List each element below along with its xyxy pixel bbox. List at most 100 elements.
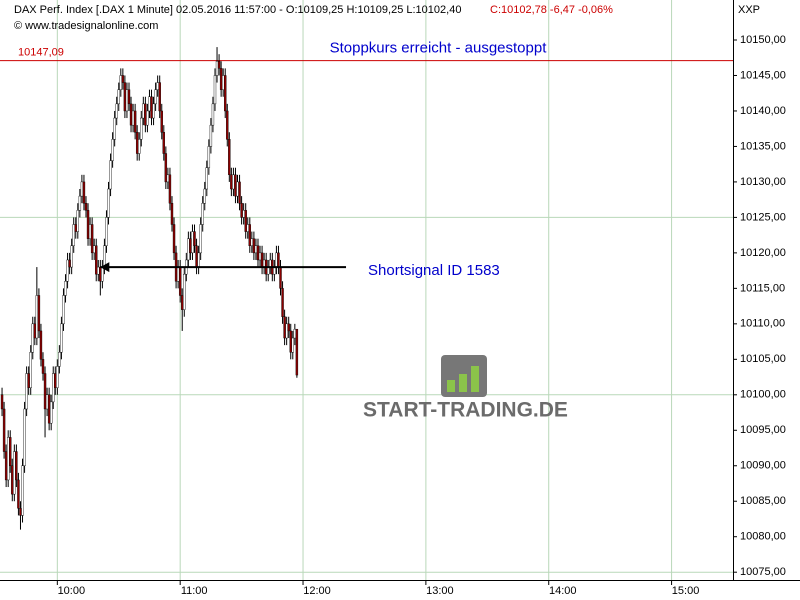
candle-body	[240, 203, 243, 218]
candle-body	[252, 238, 256, 254]
candle-body	[187, 238, 190, 261]
x-tick-label: 12:00	[303, 585, 331, 597]
candle-body	[111, 139, 114, 161]
candle-body	[138, 139, 141, 154]
candle-body	[215, 61, 219, 76]
y-tick-label: 10095,00	[740, 424, 786, 436]
candle-body	[205, 167, 208, 190]
y-tick-label: 10085,00	[740, 495, 786, 507]
y-tick-label: 10150,00	[740, 34, 786, 46]
candle-body	[181, 295, 184, 310]
annotation: Stoppkurs erreicht - ausgestoppt	[330, 40, 548, 57]
candle-body	[178, 266, 182, 296]
candle-body	[285, 323, 288, 339]
candle-body	[189, 238, 192, 254]
candle-body	[82, 181, 86, 204]
candle-body	[135, 132, 139, 154]
candle-body	[41, 359, 45, 374]
candle-body	[250, 238, 254, 246]
candle-body	[113, 117, 116, 140]
chart-quote: C:10102,78 -6,47 -0,06%	[490, 4, 613, 16]
candle-body	[31, 323, 34, 353]
candle-body	[88, 224, 92, 239]
candle-body	[156, 82, 159, 90]
candle-body	[164, 153, 168, 183]
watermark: START-TRADING.DE	[363, 399, 568, 422]
source: © www.tradesignalonline.com	[14, 20, 158, 32]
candle-body	[140, 117, 143, 140]
candle-body	[47, 394, 51, 424]
candle-body	[19, 508, 22, 516]
y-tick-label: 10105,00	[740, 353, 786, 365]
candle-body	[105, 217, 108, 246]
candle-body	[221, 75, 225, 90]
y-tick-label: 10110,00	[740, 318, 785, 330]
candle-body	[213, 75, 217, 105]
candle-body	[207, 146, 211, 168]
candle-body	[103, 245, 106, 268]
candle-body	[287, 323, 290, 332]
y-tick-label: 10130,00	[740, 176, 786, 188]
candle-body	[232, 174, 235, 190]
candle-body	[279, 266, 282, 289]
candle-body	[29, 352, 32, 388]
candle-body	[84, 203, 88, 211]
candle-body	[277, 252, 280, 268]
candle-body	[95, 245, 98, 275]
candle-body	[49, 401, 53, 424]
candle-body	[228, 139, 231, 176]
candle-body	[80, 181, 84, 197]
candle-body	[262, 259, 266, 268]
candle-body	[15, 451, 18, 481]
candle-body	[27, 373, 30, 388]
candle-body	[148, 96, 151, 112]
candle-body	[256, 245, 260, 261]
candle-body	[121, 75, 125, 83]
candle-body	[154, 89, 157, 105]
logo-bar	[471, 366, 479, 392]
candle-body	[74, 224, 77, 232]
candle-body	[101, 266, 104, 282]
candle-body	[43, 373, 47, 410]
candle-body	[142, 103, 145, 119]
candle-body	[37, 295, 41, 332]
candle-body	[117, 89, 120, 105]
candle-body	[244, 210, 247, 232]
candle-body	[60, 323, 63, 353]
candle-body	[289, 330, 292, 353]
chart-title: DAX Perf. Index [.DAX 1 Minute] 02.05.20…	[14, 4, 461, 16]
candle-body	[199, 224, 202, 254]
candle-body	[283, 316, 286, 339]
y-tick-label: 10145,00	[740, 69, 786, 81]
candle-body	[162, 132, 165, 154]
y-tick-label: 10140,00	[740, 105, 786, 117]
candle-body	[72, 224, 75, 246]
candle-body	[170, 203, 174, 225]
candle-body	[242, 210, 245, 218]
candle-body	[152, 103, 155, 119]
candle-body	[183, 273, 186, 310]
x-tick-label: 11:00	[181, 585, 208, 597]
candle-body	[238, 181, 241, 204]
candle-body	[68, 259, 71, 268]
y-tick-label: 10125,00	[740, 211, 786, 223]
candle-body	[234, 174, 237, 197]
candle-body	[211, 103, 215, 126]
candle-body	[295, 328, 299, 376]
candle-body	[70, 245, 73, 268]
candle-body	[146, 110, 149, 126]
candle-body	[254, 245, 258, 254]
candle-body	[168, 174, 172, 204]
y-tick-label: 10090,00	[740, 460, 786, 472]
candle-body	[4, 451, 8, 481]
candle-body	[99, 266, 102, 282]
y-tick-label: 10100,00	[740, 389, 786, 401]
candle-body	[275, 252, 278, 268]
candle-body	[158, 82, 161, 112]
logo: START-TRADING.DE	[363, 355, 568, 422]
y-tick-label: 10080,00	[740, 531, 786, 543]
candle-body	[33, 323, 37, 339]
candle-body	[125, 89, 129, 112]
